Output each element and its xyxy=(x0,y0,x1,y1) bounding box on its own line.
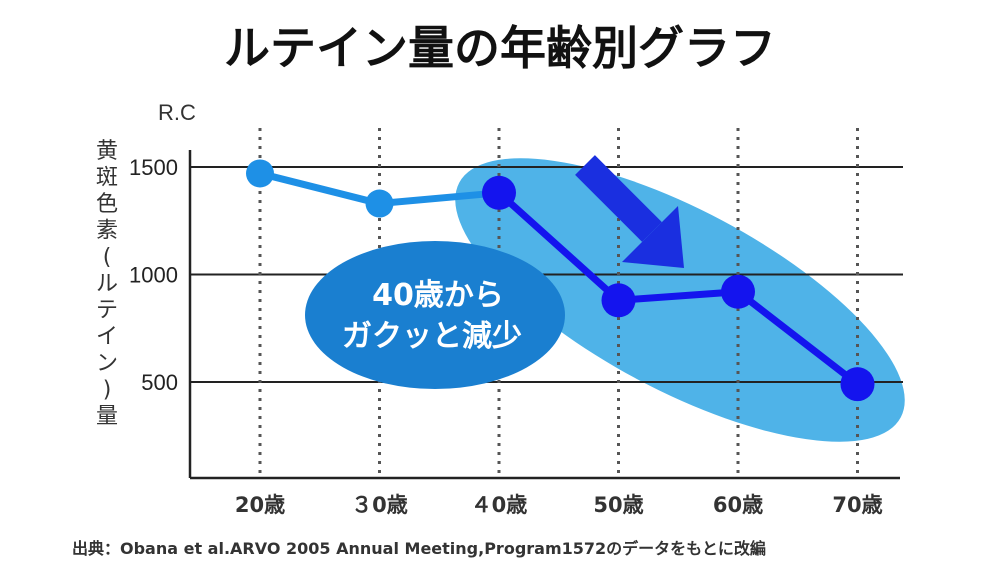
y-label-char: 素 xyxy=(96,219,118,244)
y-tick-label: 500 xyxy=(141,370,178,395)
x-tick-label: 20歳 xyxy=(235,493,285,517)
callout-line1: 40歳から xyxy=(372,278,504,313)
decline-arrow xyxy=(575,155,684,268)
data-point-50歳 xyxy=(601,283,636,318)
series-lutein xyxy=(246,159,875,402)
series-segment xyxy=(376,189,503,208)
source-note: 出典：Obana et al.ARVO 2005 Annual Meeting,… xyxy=(72,539,766,558)
y-ticks: 500 1000 1500 xyxy=(129,155,178,395)
x-tick-label: ３0歳 xyxy=(351,493,408,517)
series-segment xyxy=(615,288,742,304)
chart-title: ルテイン量の年齢別グラフ xyxy=(224,21,776,75)
series-segment xyxy=(256,169,383,208)
data-point-60歳 xyxy=(721,274,755,309)
callout-line2: ガクッと減少 xyxy=(342,319,522,354)
gridlines xyxy=(190,166,903,383)
y-label-char: ) xyxy=(103,378,112,403)
data-point-20歳 xyxy=(246,159,274,188)
x-tick-label: 60歳 xyxy=(713,493,763,517)
decline-highlight-ellipse xyxy=(455,158,905,442)
y-label-char: 黄 xyxy=(96,139,118,164)
y-label-char: 色 xyxy=(96,192,118,217)
data-point-４0歳 xyxy=(482,175,516,210)
x-tick-label: 50歳 xyxy=(593,493,643,517)
series-segment xyxy=(734,288,861,388)
data-point-３0歳 xyxy=(365,189,394,218)
y-label-char: 斑 xyxy=(96,166,118,191)
y-label-char: 量 xyxy=(96,404,118,429)
callout-bubble xyxy=(305,241,565,389)
data-point-70歳 xyxy=(840,367,875,402)
y-label-char: ン xyxy=(96,351,118,376)
x-ticks: 20歳 ３0歳 ４0歳 50歳 60歳 70歳 xyxy=(235,493,883,517)
y-label-char: ル xyxy=(96,272,118,297)
y-label-char: ( xyxy=(103,245,112,270)
y-unit-label: R.C xyxy=(158,100,196,125)
series-segment xyxy=(495,189,622,304)
y-tick-label: 1000 xyxy=(129,263,178,288)
y-label-char: イ xyxy=(96,325,118,350)
y-tick-label: 1500 xyxy=(129,155,178,180)
x-tick-label: ４0歳 xyxy=(471,493,528,517)
x-tick-label: 70歳 xyxy=(832,493,882,517)
y-label-char: テ xyxy=(96,298,118,323)
